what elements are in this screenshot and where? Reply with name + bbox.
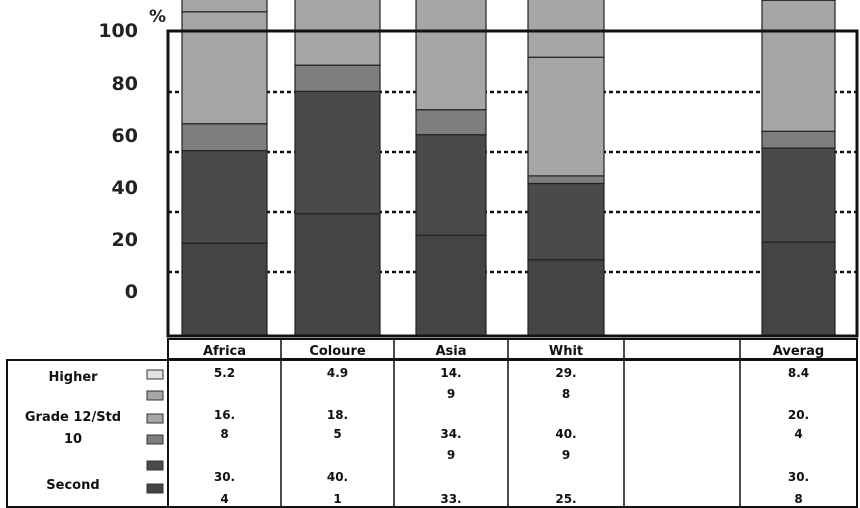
bar-segment [294, 0, 381, 66]
table-cell: 14. [440, 366, 461, 380]
table-cell: 40. [327, 470, 348, 484]
legend-swatch [146, 434, 164, 445]
bar-segment [527, 175, 605, 185]
bar-segment [181, 149, 268, 244]
y-tick-label: 80 [112, 73, 138, 95]
table-cell: 34. [440, 427, 461, 441]
category-label: Averag [773, 344, 824, 359]
table-cell: 40. [555, 427, 576, 441]
legend-swatch [146, 390, 164, 401]
table-cell: 25. [555, 492, 576, 506]
bar-segment [761, 0, 836, 132]
table-cell: 30. [214, 470, 235, 484]
y-tick-label: 20 [112, 229, 138, 251]
bar-segment [527, 56, 605, 177]
bar-segment [415, 234, 487, 337]
row-label: Second [46, 478, 99, 493]
header-frame [167, 338, 858, 360]
bar-segment [181, 0, 268, 13]
bar-segment [181, 11, 268, 125]
table-cell: 29. [555, 366, 576, 380]
table-cell: 5.2 [214, 366, 235, 380]
y-tick-label: 40 [112, 177, 138, 199]
bar-segment [294, 90, 381, 215]
table-cell: 9 [562, 448, 570, 462]
table-cell: 16. [214, 408, 235, 422]
table-cell: 5 [333, 427, 341, 441]
legend-swatch [146, 413, 164, 424]
table-cell: 8 [794, 492, 802, 506]
y-tick-label: 60 [112, 125, 138, 147]
bar-segment [527, 259, 605, 337]
bar-segment [181, 242, 268, 337]
bar-segment [415, 109, 487, 136]
table-cell: 4.9 [327, 366, 348, 380]
y-tick-label: 100 [98, 20, 138, 42]
legend-swatch [146, 483, 164, 494]
bar-segment [761, 147, 836, 243]
row-label: Grade 12/Std [25, 410, 121, 425]
table-cell: 4 [220, 492, 228, 506]
y-axis: 100 80 60 40 20 0 [98, 20, 138, 303]
plot-frame [166, 29, 859, 338]
category-label: Africa [203, 344, 246, 359]
table-cell: 4 [794, 427, 802, 441]
table-cell: 33. [440, 492, 461, 506]
bar-segment [527, 0, 605, 58]
bar-segment [527, 182, 605, 261]
bar-segment [294, 64, 381, 92]
row-label: 10 [64, 432, 82, 447]
table-cell: 18. [327, 408, 348, 422]
bar-segment [415, 134, 487, 236]
table-cell: 20. [788, 408, 809, 422]
legend-swatch [146, 369, 164, 380]
legend-swatch [146, 460, 164, 471]
category-label: Whit [549, 344, 583, 359]
y-tick-label: 0 [125, 281, 138, 303]
table-frame [6, 359, 858, 508]
data-table: Africa Coloure Asia Whit Averag Higher Grade 1… [6, 338, 858, 508]
bar-segment [181, 123, 268, 152]
table-cell: 8.4 [788, 366, 809, 380]
bar-segment [761, 130, 836, 149]
bar-segment [294, 213, 381, 337]
table-cell: 9 [447, 448, 455, 462]
category-label: Coloure [309, 344, 366, 359]
row-label: Higher [48, 370, 98, 385]
bar-segment [415, 0, 487, 111]
bar-segment [761, 241, 836, 337]
bars [181, 0, 836, 337]
table-cell: 30. [788, 470, 809, 484]
table-cell: 8 [220, 427, 228, 441]
gridlines [168, 90, 857, 274]
table-cell: 9 [447, 387, 455, 401]
unit-label: % [149, 7, 166, 27]
category-label: Asia [435, 344, 466, 359]
table-cell: 1 [333, 492, 341, 506]
table-cell: 8 [562, 387, 570, 401]
